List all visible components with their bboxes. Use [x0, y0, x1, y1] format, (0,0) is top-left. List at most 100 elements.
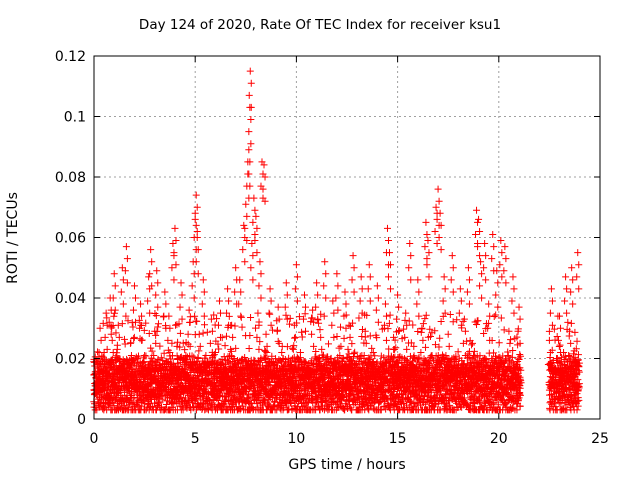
data-point: [122, 312, 130, 320]
data-point: [101, 333, 109, 341]
data-point: [119, 276, 127, 284]
data-point: [152, 331, 160, 339]
data-point: [165, 312, 173, 320]
data-point: [111, 282, 119, 290]
data-point: [509, 347, 517, 355]
data-point: [417, 328, 425, 336]
data-point: [149, 357, 157, 365]
data-point: [142, 352, 150, 360]
data-point: [320, 312, 328, 320]
data-point: [105, 400, 113, 408]
data-point: [298, 333, 306, 341]
data-point: [114, 321, 122, 329]
data-point: [324, 340, 332, 348]
data-point: [422, 343, 430, 351]
data-point: [199, 329, 207, 337]
data-point: [118, 264, 126, 272]
data-point: [252, 324, 260, 332]
data-point: [266, 310, 274, 318]
data-point: [174, 338, 182, 346]
data-point: [113, 345, 121, 353]
data-point: [172, 237, 180, 245]
data-point: [119, 300, 127, 308]
data-point: [130, 394, 138, 402]
data-point: [101, 356, 109, 364]
data-point: [245, 344, 253, 352]
data-point: [121, 267, 129, 275]
data-point: [170, 400, 178, 408]
data-point: [516, 350, 524, 358]
data-point: [335, 344, 343, 352]
data-point: [315, 319, 323, 327]
data-point: [110, 402, 118, 410]
data-point: [134, 352, 142, 360]
data-point: [143, 394, 151, 402]
data-point: [162, 300, 170, 308]
chart-title: Day 124 of 2020, Rate Of TEC Index for r…: [138, 17, 502, 33]
data-point: [148, 347, 156, 355]
data-point: [121, 340, 129, 348]
data-point: [126, 339, 134, 347]
data-point: [573, 337, 581, 345]
data-point: [154, 355, 162, 363]
data-point: [152, 291, 160, 299]
data-point: [99, 319, 107, 327]
data-point: [146, 309, 154, 317]
data-point: [282, 311, 290, 319]
data-point: [154, 279, 162, 287]
data-point: [172, 261, 180, 269]
data-point: [421, 315, 429, 323]
data-point: [169, 240, 177, 248]
data-point: [145, 273, 153, 281]
data-point: [156, 342, 164, 350]
data-point: [202, 351, 210, 359]
data-point: [148, 258, 156, 266]
data-point: [436, 334, 444, 342]
data-point: [191, 312, 199, 320]
data-point: [120, 335, 128, 343]
data-point: [96, 324, 104, 332]
data-point: [567, 319, 575, 327]
data-point: [290, 334, 298, 342]
data-point: [110, 312, 118, 320]
data-point: [178, 291, 186, 299]
data-point: [138, 336, 146, 344]
data-point: [103, 345, 111, 353]
data-point: [500, 326, 508, 334]
data-point: [298, 328, 306, 336]
data-point: [110, 270, 118, 278]
data-point: [159, 356, 167, 364]
data-point: [131, 294, 139, 302]
data-point: [446, 311, 454, 319]
data-point: [102, 309, 110, 317]
data-point: [170, 249, 178, 257]
data-point: [170, 276, 178, 284]
data-point: [103, 314, 111, 322]
data-point: [409, 321, 417, 329]
data-point: [213, 315, 221, 323]
data-point: [175, 394, 183, 402]
data-point: [221, 342, 229, 350]
data-point: [168, 264, 176, 272]
data-point: [98, 352, 106, 360]
data-point: [556, 341, 564, 349]
data-point: [152, 312, 160, 320]
data-point: [337, 323, 345, 331]
data-point: [316, 326, 324, 334]
data-point: [231, 322, 239, 330]
data-point: [571, 328, 579, 336]
data-point: [130, 282, 138, 290]
data-point: [208, 401, 216, 409]
data-point: [140, 358, 148, 366]
data-point: [154, 303, 162, 311]
data-point: [137, 300, 145, 308]
data-point: [130, 334, 138, 342]
data-point: [368, 344, 376, 352]
data-point: [140, 326, 148, 334]
data-point: [348, 340, 356, 348]
data-point: [108, 336, 116, 344]
data-point: [123, 279, 131, 287]
data-point: [507, 336, 515, 344]
data-point: [340, 334, 348, 342]
data-point: [210, 311, 218, 319]
